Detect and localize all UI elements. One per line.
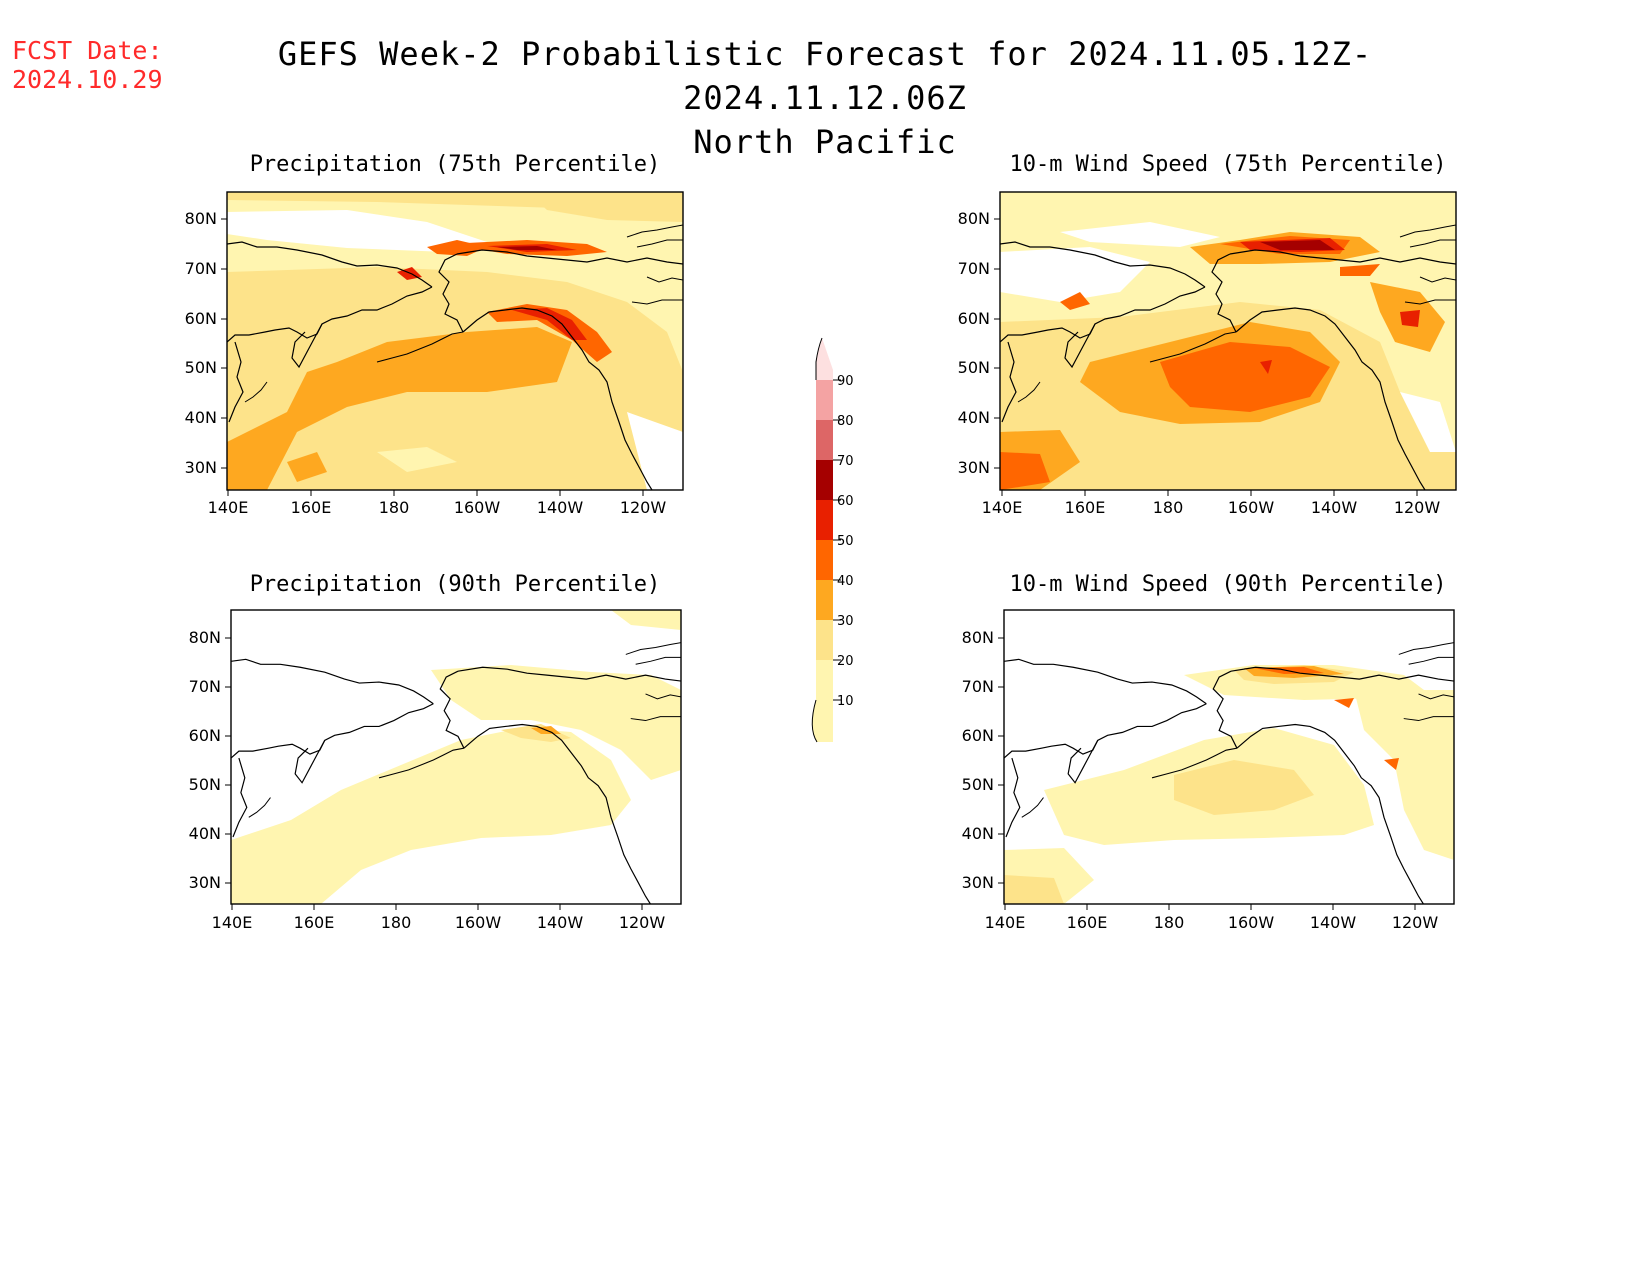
- tick-label: 60N: [958, 309, 990, 328]
- tick-label: 180: [1154, 913, 1185, 932]
- tick-label: 70N: [189, 677, 221, 696]
- tick-label: 40N: [185, 408, 217, 427]
- axis-labels: 80N 70N 60N 50N 40N 30N 140E 160E 180 16…: [185, 209, 1441, 932]
- tick-label: 70N: [958, 259, 990, 278]
- tick-label: 140W: [537, 498, 584, 517]
- tick-label: 160W: [1228, 913, 1275, 932]
- panel4-y-ticks: 80N 70N 60N 50N 40N 30N: [962, 628, 994, 892]
- tick-label: 140E: [212, 913, 253, 932]
- tick-label: 140E: [985, 913, 1026, 932]
- map-panel-precip-90: [230, 609, 682, 905]
- tick-label: 50N: [189, 775, 221, 794]
- colorbar-label: 70: [837, 454, 854, 469]
- colorbar: 10 20 30 40 50 60 70 80 90: [811, 337, 854, 743]
- colorbar-label: 20: [837, 654, 854, 669]
- tick-label: 120W: [620, 498, 667, 517]
- tick-label: 120W: [619, 913, 666, 932]
- tick-label: 60N: [185, 309, 217, 328]
- colorbar-swatch: [816, 620, 833, 660]
- colorbar-label: 60: [837, 494, 854, 509]
- panel2-x-ticks: 140E 160E 180 160W 140W 120W: [982, 498, 1441, 517]
- tick-label: 30N: [962, 873, 994, 892]
- tick-label: 160W: [455, 913, 502, 932]
- tick-label: 40N: [958, 408, 990, 427]
- colorbar-label: 10: [837, 694, 854, 709]
- tick-label: 180: [381, 913, 412, 932]
- tick-label: 40N: [189, 824, 221, 843]
- colorbar-label: 30: [837, 614, 854, 629]
- colorbar-label: 40: [837, 574, 854, 589]
- panel1-x-ticks: 140E 160E 180 160W 140W 120W: [208, 498, 667, 517]
- tick-label: 160E: [1065, 498, 1106, 517]
- tick-label: 180: [379, 498, 410, 517]
- tick-label: 160E: [291, 498, 332, 517]
- panel4-x-ticks: 140E 160E 180 160W 140W 120W: [985, 913, 1439, 932]
- panel3-y-ticks: 80N 70N 60N 50N 40N 30N: [189, 628, 221, 892]
- map-panel-precip-75: [226, 191, 684, 491]
- tick-label: 140E: [982, 498, 1023, 517]
- tick-label: 50N: [185, 358, 217, 377]
- tick-label: 60N: [189, 726, 221, 745]
- colorbar-swatch: [816, 660, 833, 700]
- tick-label: 30N: [185, 458, 217, 477]
- tick-label: 140E: [208, 498, 249, 517]
- colorbar-label: 50: [837, 534, 854, 549]
- colorbar-label: 90: [837, 374, 854, 389]
- colorbar-label: 80: [837, 414, 854, 429]
- tick-label: 160W: [1228, 498, 1275, 517]
- title-line-2: North Pacific: [693, 123, 957, 161]
- panel-title-precip-75: Precipitation (75th Percentile): [249, 152, 661, 177]
- tick-label: 140W: [1311, 498, 1358, 517]
- tick-label: 180: [1153, 498, 1184, 517]
- panel-title-precip-90: Precipitation (90th Percentile): [249, 572, 661, 597]
- tick-label: 50N: [962, 775, 994, 794]
- tick-label: 50N: [958, 358, 990, 377]
- tick-label: 30N: [958, 458, 990, 477]
- tick-label: 40N: [962, 824, 994, 843]
- tick-marks: [221, 218, 1418, 910]
- fcst-date: 2024.10.29: [12, 65, 163, 94]
- tick-label: 80N: [962, 628, 994, 647]
- colorbar-swatch: [816, 420, 833, 460]
- tick-label: 70N: [185, 259, 217, 278]
- panel2-y-ticks: 80N 70N 60N 50N 40N 30N: [958, 209, 990, 477]
- fcst-date-label: FCST Date: 2024.10.29: [12, 36, 163, 94]
- tick-label: 70N: [962, 677, 994, 696]
- panel1-y-ticks: 80N 70N 60N 50N 40N 30N: [185, 209, 217, 477]
- colorbar-swatch: [816, 380, 833, 420]
- main-title: GEFS Week-2 Probabilistic Forecast for 2…: [200, 32, 1450, 164]
- tick-label: 60N: [962, 726, 994, 745]
- fcst-label: FCST Date:: [12, 36, 163, 65]
- map-panel-wind-90: [1003, 609, 1455, 905]
- tick-label: 120W: [1392, 913, 1439, 932]
- tick-label: 140W: [537, 913, 584, 932]
- panel3-x-ticks: 140E 160E 180 160W 140W 120W: [212, 913, 666, 932]
- tick-label: 160E: [294, 913, 335, 932]
- tick-label: 160W: [454, 498, 501, 517]
- map-panel-wind-75: [999, 191, 1457, 491]
- tick-label: 80N: [189, 628, 221, 647]
- tick-label: 80N: [185, 209, 217, 228]
- panel-title-wind-90: 10-m Wind Speed (90th Percentile): [1009, 572, 1447, 597]
- title-line-1: GEFS Week-2 Probabilistic Forecast for 2…: [277, 35, 1373, 117]
- colorbar-swatch: [816, 540, 833, 580]
- colorbar-swatch: [816, 580, 833, 620]
- tick-label: 120W: [1394, 498, 1441, 517]
- tick-label: 140W: [1310, 913, 1357, 932]
- tick-label: 160E: [1067, 913, 1108, 932]
- colorbar-swatch: [816, 500, 833, 540]
- panel-title-wind-75: 10-m Wind Speed (75th Percentile): [1009, 152, 1447, 177]
- tick-label: 80N: [958, 209, 990, 228]
- colorbar-swatch: [816, 460, 833, 500]
- tick-label: 30N: [189, 873, 221, 892]
